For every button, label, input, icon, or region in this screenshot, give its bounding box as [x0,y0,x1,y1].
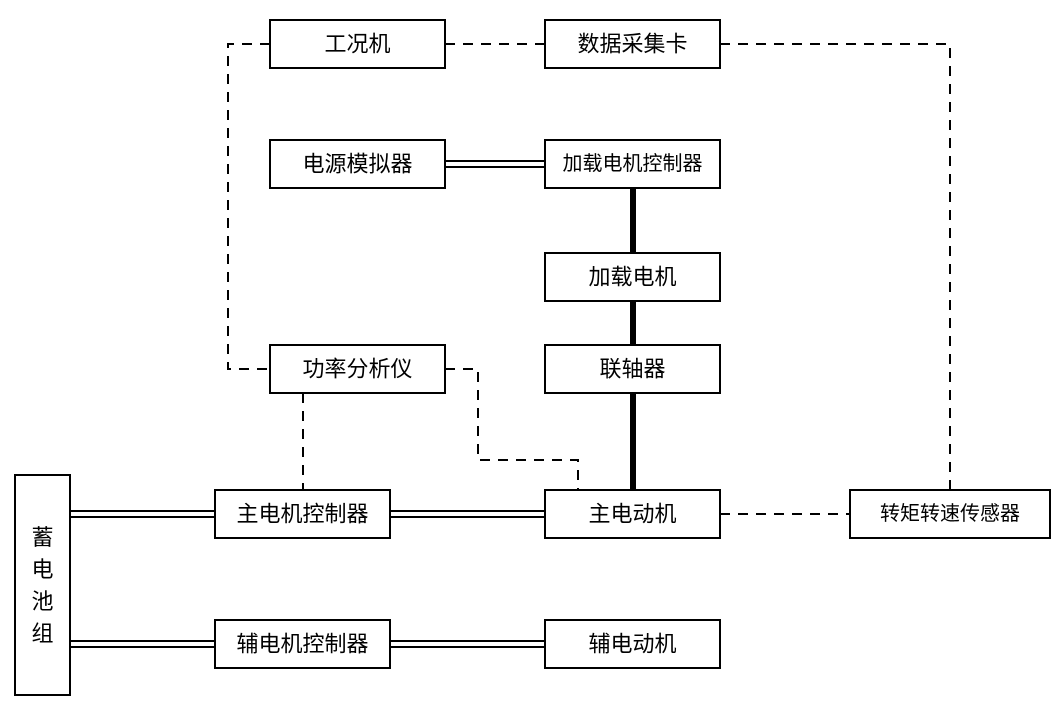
load_motor_controller-label: 加载电机控制器 [563,152,703,175]
aux_motor_controller-label: 辅电机控制器 [236,632,368,657]
aux_motor-label: 辅电动机 [588,632,676,657]
signal-line [228,44,270,369]
battery_pack-label: 蓄 [31,525,53,550]
data_acq_card-label: 数据采集卡 [577,32,687,57]
battery_pack-label: 电 [31,557,53,582]
main_motor_controller-label: 主电机控制器 [236,502,368,527]
condition_machine-label: 工况机 [324,32,390,57]
signal-line [720,44,950,490]
load_motor-label: 加载电机 [588,265,676,290]
power_simulator-label: 电源模拟器 [302,152,412,177]
diagram-canvas: 工况机 数据采集卡电源模拟器 加载电机控制器加载电机功率分析仪 联轴器主电机控制器 主电… [0,0,1064,722]
battery_pack-label: 组 [31,621,53,646]
battery_pack-label: 池 [31,589,53,614]
torque_speed_sensor-label: 转矩转速传感器 [880,502,1020,525]
coupling-label: 联轴器 [599,357,665,382]
main_motor-label: 主电动机 [588,502,676,527]
power_analyzer-label: 功率分析仪 [302,357,412,382]
battery_pack-box [15,475,70,695]
